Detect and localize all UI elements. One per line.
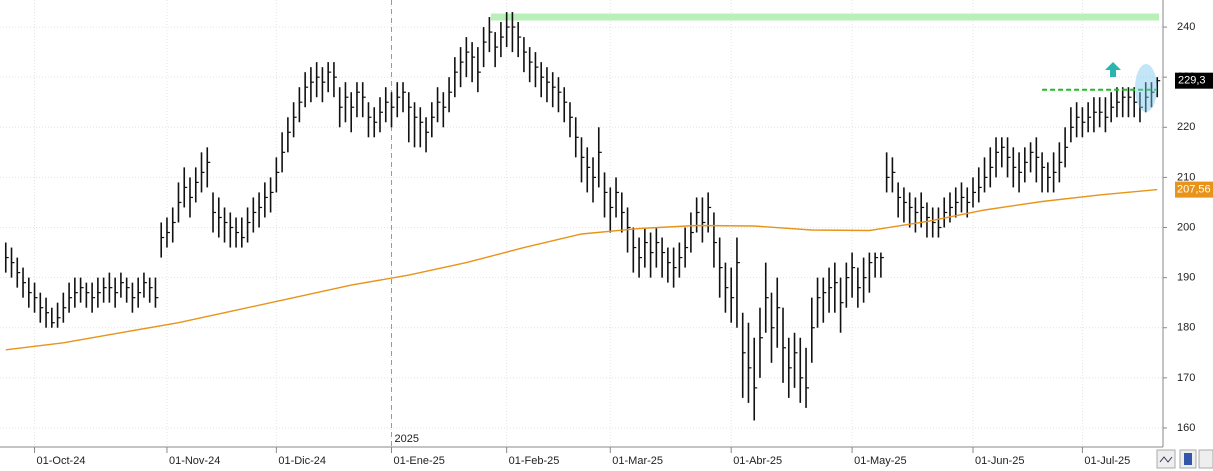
last-price-box bbox=[1175, 72, 1213, 89]
menu-button[interactable] bbox=[1198, 449, 1213, 469]
toolbar bbox=[1156, 449, 1213, 469]
highlight-ellipse bbox=[1135, 64, 1157, 112]
y-tick-label: 160 bbox=[1177, 422, 1195, 434]
year-marker-label: 2025 bbox=[395, 433, 419, 445]
moving-average bbox=[5, 188, 1158, 351]
x-tick-label: 01-Mar-25 bbox=[612, 455, 663, 467]
x-tick-label: 01-May-25 bbox=[854, 455, 907, 467]
x-tick-label: 01-Ene-25 bbox=[394, 455, 445, 467]
x-tick-label: 01-Feb-25 bbox=[509, 455, 560, 467]
save-icon bbox=[1184, 453, 1192, 465]
y-tick-label: 180 bbox=[1177, 322, 1195, 334]
x-tick-label: 01-Nov-24 bbox=[169, 455, 220, 467]
y-tick-label: 200 bbox=[1177, 221, 1195, 233]
y-tick-label: 240 bbox=[1177, 21, 1195, 33]
y-tick-label: 170 bbox=[1177, 372, 1195, 384]
last-price-label: 229,3 bbox=[1178, 75, 1206, 87]
x-tick-label: 01-Jul-25 bbox=[1084, 455, 1130, 467]
x-tick-label: 01-Jun-25 bbox=[975, 455, 1025, 467]
y-tick-label: 220 bbox=[1177, 121, 1195, 133]
up-arrow bbox=[1105, 62, 1121, 77]
zoom-icon bbox=[1159, 456, 1173, 463]
x-tick-label: 01-Oct-24 bbox=[37, 455, 86, 467]
x-tick-label: 01-Dic-24 bbox=[278, 455, 326, 467]
ma-last-label: 207,56 bbox=[1177, 184, 1211, 196]
x-tick-label: 01-Abr-25 bbox=[733, 455, 782, 467]
ma-last-box bbox=[1175, 181, 1213, 198]
y-tick-label: 210 bbox=[1177, 171, 1195, 183]
y-tick-label: 190 bbox=[1177, 272, 1195, 284]
